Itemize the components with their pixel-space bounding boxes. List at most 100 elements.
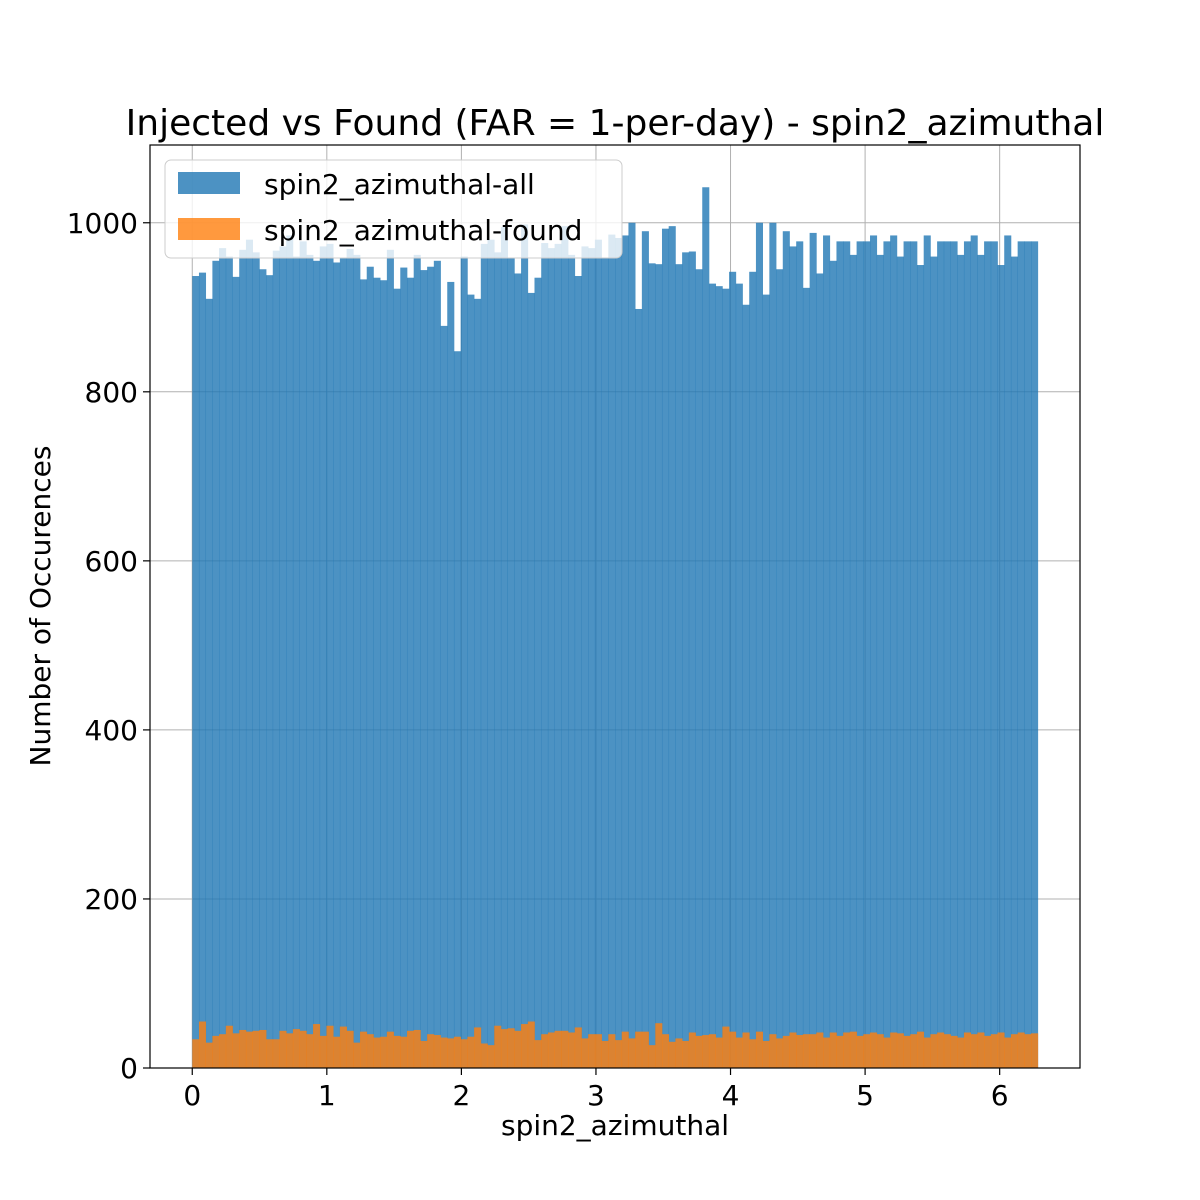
bar-all — [313, 260, 321, 1068]
y-tick-label: 600 — [85, 545, 138, 578]
y-tick-label: 800 — [85, 376, 138, 409]
bar-found — [843, 1032, 851, 1068]
bar-found — [212, 1035, 220, 1068]
bar-found — [708, 1034, 717, 1068]
bar-all — [259, 269, 267, 1068]
bar-all — [688, 251, 696, 1068]
bar-found — [568, 1032, 576, 1068]
bar-all — [420, 270, 428, 1069]
bar-all — [266, 275, 274, 1069]
bar-all — [574, 276, 582, 1068]
bar-all — [802, 287, 810, 1069]
bar-all — [608, 234, 616, 1069]
bar-all — [460, 256, 468, 1069]
bar-found — [782, 1035, 790, 1068]
bar-all — [997, 265, 1005, 1068]
bar-found — [769, 1034, 777, 1068]
bar-found — [413, 1029, 421, 1068]
bar-found — [507, 1028, 515, 1068]
bar-found — [420, 1040, 428, 1068]
bar-found — [480, 1043, 488, 1068]
bar-all — [621, 235, 629, 1068]
bar-found — [447, 1038, 455, 1068]
bar-found — [521, 1024, 529, 1068]
bar-all — [661, 228, 670, 1068]
bar-all — [480, 243, 488, 1069]
x-tick-label: 1 — [318, 1079, 336, 1112]
bar-found — [219, 1034, 227, 1068]
bar-found — [977, 1032, 985, 1068]
y-axis-label: Number of Occurences — [24, 446, 57, 767]
bar-found — [225, 1025, 233, 1068]
bar-found — [856, 1035, 864, 1068]
legend-label-found: spin2_azimuthal-found — [264, 214, 582, 247]
bar-found — [890, 1032, 898, 1068]
bar-all — [769, 222, 777, 1068]
bar-all — [963, 241, 972, 1068]
bar-found — [735, 1037, 743, 1068]
bar-found — [346, 1030, 354, 1068]
bar-all — [923, 235, 931, 1068]
bar-found — [279, 1030, 287, 1068]
bar-all — [225, 256, 233, 1069]
bar-all — [272, 250, 280, 1068]
bar-found — [883, 1037, 891, 1068]
bar-found — [615, 1040, 623, 1068]
bar-all — [393, 288, 401, 1068]
bar-all — [554, 243, 562, 1069]
bar-all — [702, 187, 710, 1068]
bar-all — [205, 298, 213, 1068]
bar-found — [635, 1031, 643, 1068]
bar-found — [306, 1034, 314, 1068]
plot-frame — [149, 144, 1081, 1069]
bar-found — [722, 1026, 730, 1068]
bar-all — [1024, 241, 1032, 1068]
bar-all — [212, 260, 220, 1068]
bar-all — [735, 283, 743, 1069]
bar-all — [776, 269, 784, 1068]
bar-found — [809, 1034, 817, 1068]
bar-all — [594, 239, 602, 1068]
bar-found — [863, 1034, 871, 1068]
bar-all — [729, 271, 737, 1068]
bar-all — [568, 254, 576, 1068]
bar-found — [299, 1030, 307, 1068]
bar-all — [333, 262, 341, 1068]
bar-all — [219, 248, 227, 1069]
bar-found — [903, 1035, 911, 1068]
bar-all — [360, 279, 368, 1069]
bar-found — [916, 1031, 925, 1068]
bar-all — [440, 325, 448, 1068]
bar-found — [957, 1037, 965, 1068]
bar-found — [245, 1031, 253, 1068]
bar-found — [561, 1030, 569, 1068]
bar-all — [406, 277, 415, 1068]
bar-all — [843, 241, 851, 1068]
legend-swatch-found — [178, 218, 240, 240]
bar-found — [655, 1023, 663, 1068]
y-axis-ticks: 0 200 400 600 800 1000 — [67, 207, 150, 1085]
bar-found — [292, 1029, 300, 1068]
bar-found — [252, 1030, 260, 1068]
bar-all — [474, 298, 482, 1068]
bar-found — [581, 1038, 589, 1068]
bar-all — [339, 258, 347, 1068]
bar-all — [561, 226, 569, 1069]
bar-found — [675, 1038, 683, 1068]
series-all-bars — [192, 187, 1039, 1069]
bar-all — [876, 254, 884, 1068]
bar-found — [937, 1032, 945, 1068]
bar-found — [453, 1036, 462, 1068]
bar-found — [923, 1037, 931, 1068]
bar-found — [319, 1035, 327, 1068]
x-tick-label: 2 — [452, 1079, 470, 1112]
y-tick-label: 1000 — [67, 207, 138, 240]
bar-found — [406, 1030, 415, 1068]
bar-found — [661, 1034, 670, 1068]
bar-found — [380, 1036, 388, 1068]
bar-found — [239, 1029, 247, 1068]
bar-all — [286, 235, 294, 1068]
bar-found — [749, 1039, 757, 1068]
bar-all — [648, 263, 656, 1068]
